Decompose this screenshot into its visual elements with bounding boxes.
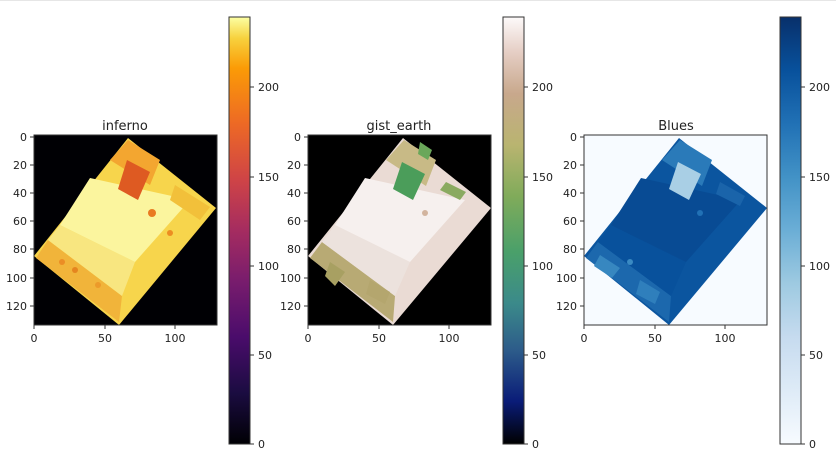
- x-tick-label: 0: [305, 332, 312, 345]
- chart-title: gist_earth: [367, 119, 432, 134]
- colorbar-tick-label: 0: [258, 438, 265, 451]
- y-tick-label: 60: [13, 215, 27, 228]
- x-axis: 0 50 100: [31, 325, 186, 345]
- x-tick-label: 100: [715, 332, 736, 345]
- axes-frame: [583, 134, 768, 326]
- x-tick-label: 50: [372, 332, 386, 345]
- colorbar-tick-label: 50: [258, 349, 272, 362]
- y-tick-label: 80: [13, 243, 27, 256]
- y-tick-label: 0: [20, 131, 27, 144]
- colorbar-tick-label: 200: [532, 81, 553, 94]
- colorbar-tick-label: 150: [532, 171, 553, 184]
- y-tick-label: 80: [563, 243, 577, 256]
- y-tick-label: 60: [563, 215, 577, 228]
- y-axis: 0 20 40 60 80 100 120: [556, 131, 584, 313]
- y-tick-label: 100: [6, 272, 27, 285]
- axes-frame: [307, 134, 492, 326]
- colorbar-tick-label: 100: [809, 260, 830, 273]
- colorbar-blues: 0 50 100 150 200: [779, 16, 830, 451]
- axes-frame: [33, 134, 218, 326]
- image-blues: [584, 135, 767, 325]
- colorbar-tick-label: 150: [258, 171, 279, 184]
- panel-gist-earth: gist_earth 0 50 100: [280, 16, 553, 451]
- y-tick-label: 40: [13, 187, 27, 200]
- y-axis: 0 20 40 60 80 100 120: [6, 131, 34, 313]
- colorbar-tick-label: 100: [258, 260, 279, 273]
- y-axis: 0 20 40 60 80 100 120: [280, 131, 308, 313]
- top-border: [0, 0, 836, 1]
- colorbar-inferno: 0 50 100 150 200: [228, 16, 279, 451]
- colorbar-tick-label: 50: [532, 349, 546, 362]
- colorbar-tick-label: 100: [532, 260, 553, 273]
- y-tick-label: 120: [6, 300, 27, 313]
- y-tick-label: 40: [287, 187, 301, 200]
- colorbar-tick-label: 200: [809, 81, 830, 94]
- y-tick-label: 20: [287, 159, 301, 172]
- y-tick-label: 0: [570, 131, 577, 144]
- image-inferno: [34, 135, 217, 325]
- y-tick-label: 0: [294, 131, 301, 144]
- y-tick-label: 120: [280, 300, 301, 313]
- panel-blues: Blues 0 50 100: [556, 16, 830, 451]
- colorbar-tick-label: 50: [809, 349, 823, 362]
- y-tick-label: 40: [563, 187, 577, 200]
- chart-title: inferno: [102, 119, 148, 134]
- y-tick-label: 20: [563, 159, 577, 172]
- y-tick-label: 60: [287, 215, 301, 228]
- x-tick-label: 0: [581, 332, 588, 345]
- colorbar-tick-label: 150: [809, 171, 830, 184]
- chart-title: Blues: [658, 119, 694, 134]
- y-tick-label: 20: [13, 159, 27, 172]
- x-axis: 0 50 100: [581, 325, 736, 345]
- x-tick-label: 50: [98, 332, 112, 345]
- y-tick-label: 100: [280, 272, 301, 285]
- y-tick-label: 100: [556, 272, 577, 285]
- x-axis: 0 50 100: [305, 325, 460, 345]
- panel-inferno: inferno 0 50 100: [6, 16, 279, 451]
- y-tick-label: 80: [287, 243, 301, 256]
- x-tick-label: 100: [165, 332, 186, 345]
- y-tick-label: 120: [556, 300, 577, 313]
- x-tick-label: 100: [439, 332, 460, 345]
- x-tick-label: 50: [648, 332, 662, 345]
- colorbar-gist-earth: 0 50 100 150 200: [502, 16, 553, 451]
- image-gist-earth: [308, 135, 491, 325]
- x-tick-label: 0: [31, 332, 38, 345]
- colorbar-tick-label: 0: [809, 438, 816, 451]
- colorbar-tick-label: 0: [532, 438, 539, 451]
- colorbar-tick-label: 200: [258, 81, 279, 94]
